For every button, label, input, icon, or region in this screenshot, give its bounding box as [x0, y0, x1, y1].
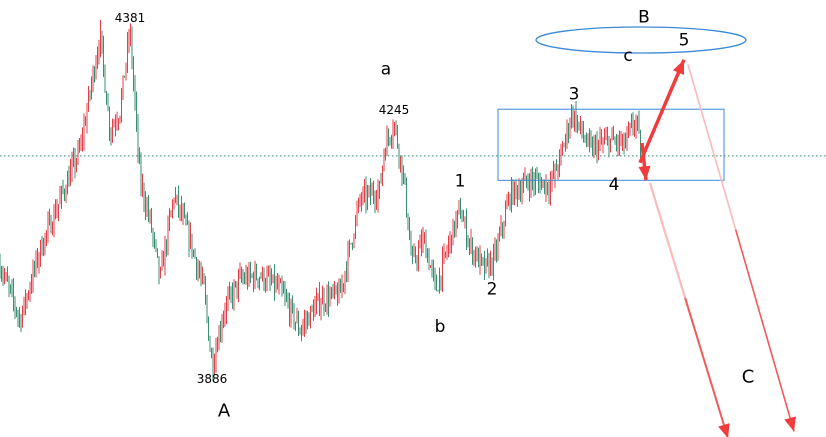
price-labels: 4381 4245 3886 [115, 11, 410, 386]
wave-b-ellipse [535, 26, 747, 54]
consolidation-box [497, 108, 725, 181]
arrowhead-icon [638, 165, 651, 181]
arrowhead-icon [784, 416, 796, 432]
price-label: 3886 [197, 372, 228, 386]
projection-fade [687, 64, 737, 230]
wave-label: a [381, 60, 391, 80]
projection-line [638, 59, 686, 164]
wave-labels: Aa b 1 2 3 4 c 5 B C [218, 8, 754, 422]
wave-label: 4 [609, 175, 620, 195]
wave-label: 3 [569, 85, 580, 105]
arrowhead-icon [718, 423, 730, 437]
wave-label: C [742, 367, 755, 388]
price-label: 4381 [115, 11, 146, 25]
wave-label: 1 [455, 171, 466, 191]
wave-label: c [623, 46, 632, 66]
wave-label: b [435, 317, 446, 337]
projection-arrows [638, 59, 796, 437]
wave-label: A [218, 401, 231, 422]
wave-label: 5 [679, 31, 690, 51]
price-label: 4245 [379, 103, 410, 117]
wave-label: 2 [487, 280, 498, 300]
wave-label: B [638, 8, 650, 28]
candles [0, 19, 644, 382]
arrowhead-icon [672, 59, 685, 76]
projection-fade [649, 182, 687, 299]
